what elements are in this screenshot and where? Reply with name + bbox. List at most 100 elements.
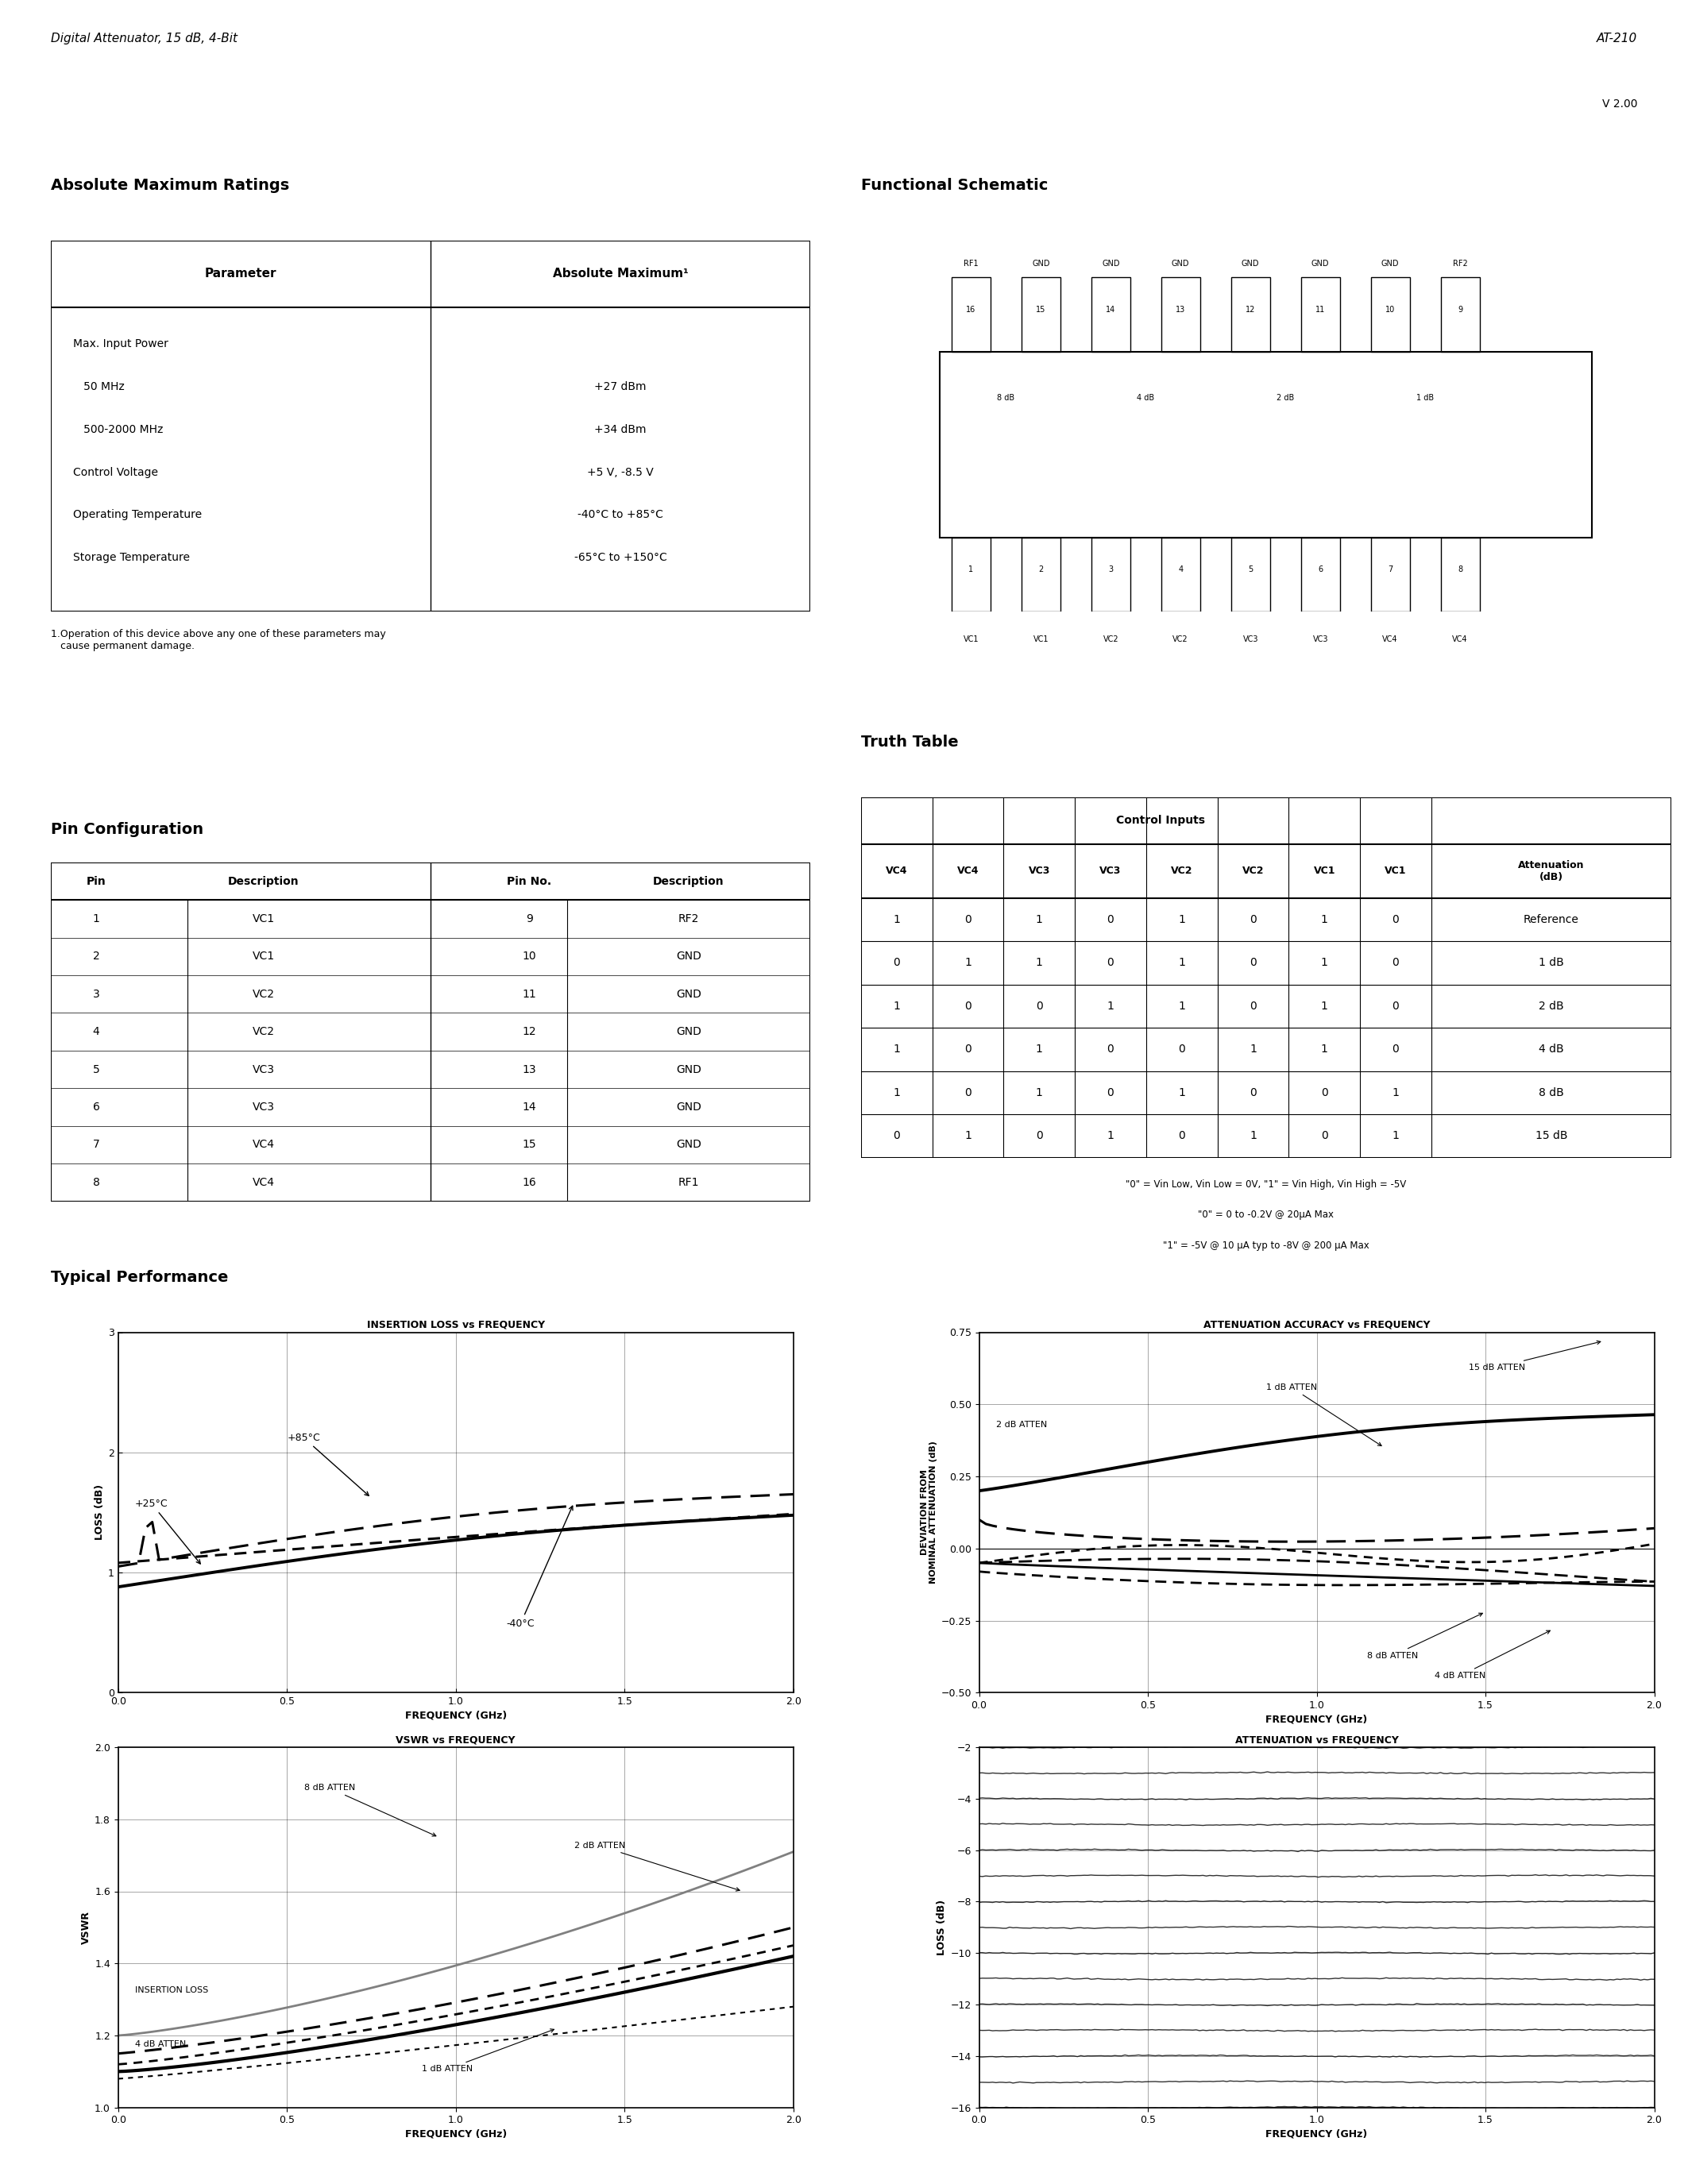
Text: 6: 6 [93, 1101, 100, 1112]
Bar [1161, 537, 1200, 612]
Text: 1: 1 [1036, 957, 1043, 968]
Text: 8 dB ATTEN: 8 dB ATTEN [304, 1784, 436, 1837]
Text: Absolute Maximum Ratings: Absolute Maximum Ratings [51, 179, 289, 192]
Bar [1371, 537, 1409, 612]
Text: Pin Configuration: Pin Configuration [51, 823, 203, 836]
Title: ATTENUATION ACCURACY vs FREQUENCY: ATTENUATION ACCURACY vs FREQUENCY [1204, 1319, 1430, 1330]
Text: 1: 1 [1178, 1000, 1185, 1011]
Text: VC3: VC3 [252, 1064, 275, 1075]
Text: 8 dB: 8 dB [1538, 1088, 1563, 1099]
Text: 0: 0 [1249, 1088, 1256, 1099]
Text: GND: GND [1312, 260, 1328, 266]
Text: 1 dB ATTEN: 1 dB ATTEN [1266, 1382, 1381, 1446]
Text: +85°C: +85°C [287, 1433, 368, 1496]
Text: +34 dBm: +34 dBm [594, 424, 647, 435]
Text: Functional Schematic: Functional Schematic [861, 179, 1048, 192]
Title: INSERTION LOSS vs FREQUENCY: INSERTION LOSS vs FREQUENCY [366, 1319, 545, 1330]
Text: 2 dB ATTEN: 2 dB ATTEN [996, 1422, 1047, 1428]
Bar [1231, 537, 1269, 612]
Y-axis label: LOSS (dB): LOSS (dB) [95, 1485, 105, 1540]
Text: 0: 0 [893, 957, 900, 968]
Text: 0: 0 [1393, 915, 1399, 926]
Text: RF2: RF2 [679, 913, 699, 924]
Bar [1301, 277, 1340, 352]
Text: VC4: VC4 [957, 865, 979, 876]
Text: 1: 1 [964, 1131, 971, 1142]
Text: 11: 11 [1315, 306, 1325, 314]
Bar [1442, 537, 1479, 612]
Text: 15 dB: 15 dB [1534, 1131, 1566, 1142]
Text: GND: GND [1031, 260, 1050, 266]
Bar [1442, 277, 1479, 352]
Text: GND: GND [1102, 260, 1119, 266]
Text: VC3: VC3 [1313, 636, 1328, 644]
Text: 0: 0 [893, 1131, 900, 1142]
Bar [952, 277, 991, 352]
Text: 1: 1 [1178, 915, 1185, 926]
Text: 0: 0 [1178, 1131, 1185, 1142]
Text: 5: 5 [1247, 566, 1252, 574]
Text: "0" = 0 to -0.2V @ 20μA Max: "0" = 0 to -0.2V @ 20μA Max [1198, 1210, 1334, 1221]
Text: VC1: VC1 [1313, 865, 1335, 876]
Text: 0: 0 [1393, 1044, 1399, 1055]
Text: 1: 1 [1249, 1044, 1256, 1055]
Text: 1: 1 [1393, 1088, 1399, 1099]
Text: 1.Operation of this device above any one of these parameters may
   cause perman: 1.Operation of this device above any one… [51, 629, 385, 651]
Text: "1" = -5V @ 10 μA typ to -8V @ 200 μA Max: "1" = -5V @ 10 μA typ to -8V @ 200 μA Ma… [1163, 1241, 1369, 1251]
X-axis label: FREQUENCY (GHz): FREQUENCY (GHz) [405, 2129, 506, 2140]
Text: Pin No.: Pin No. [506, 876, 552, 887]
Text: 1: 1 [1320, 915, 1328, 926]
Text: VC3: VC3 [1242, 636, 1258, 644]
Text: 4 dB: 4 dB [1539, 1044, 1563, 1055]
Text: +25°C: +25°C [135, 1498, 201, 1564]
Text: VC2: VC2 [1171, 865, 1193, 876]
Text: Control Voltage: Control Voltage [74, 467, 159, 478]
Text: 3: 3 [93, 989, 100, 1000]
Text: Typical Performance: Typical Performance [51, 1271, 228, 1284]
Bar [952, 537, 991, 612]
Text: 0: 0 [964, 1088, 971, 1099]
Text: 500-2000 MHz: 500-2000 MHz [74, 424, 164, 435]
Text: 8: 8 [93, 1177, 100, 1188]
Text: 1: 1 [1178, 1088, 1185, 1099]
Text: 14: 14 [522, 1101, 537, 1112]
Text: Truth Table: Truth Table [861, 736, 959, 749]
Text: 15: 15 [1036, 306, 1047, 314]
Text: INSERTION LOSS: INSERTION LOSS [135, 1985, 208, 1994]
Text: 9: 9 [525, 913, 533, 924]
Text: VC4: VC4 [252, 1177, 275, 1188]
Text: 2 dB: 2 dB [1539, 1000, 1563, 1011]
Text: 14: 14 [1106, 306, 1116, 314]
Text: GND: GND [675, 1064, 702, 1075]
Text: VC4: VC4 [886, 865, 908, 876]
Text: 1: 1 [893, 1044, 900, 1055]
Text: 1: 1 [1320, 957, 1328, 968]
Y-axis label: DEVIATION FROM
NOMINAL ATTENUATION (dB): DEVIATION FROM NOMINAL ATTENUATION (dB) [920, 1441, 937, 1583]
Text: 2 dB ATTEN: 2 dB ATTEN [574, 1841, 739, 1891]
Text: 15: 15 [522, 1140, 537, 1151]
Text: Operating Temperature: Operating Temperature [74, 509, 203, 520]
Text: GND: GND [675, 1026, 702, 1037]
Bar [1090, 277, 1131, 352]
Text: Description: Description [653, 876, 724, 887]
Text: 1: 1 [1036, 915, 1043, 926]
Text: 1: 1 [893, 1000, 900, 1011]
Text: AT-210: AT-210 [1597, 33, 1637, 44]
Text: 1: 1 [1036, 1044, 1043, 1055]
Text: VC4: VC4 [1382, 636, 1398, 644]
Text: Pin: Pin [86, 876, 106, 887]
Text: 0: 0 [1178, 1044, 1185, 1055]
Text: 1: 1 [1107, 1000, 1114, 1011]
Text: 1: 1 [1320, 1000, 1328, 1011]
Text: 0: 0 [964, 1000, 971, 1011]
Bar [1371, 277, 1409, 352]
Text: 1: 1 [1320, 1044, 1328, 1055]
Text: 4: 4 [1178, 566, 1183, 574]
Text: Storage Temperature: Storage Temperature [74, 553, 191, 563]
Text: 3: 3 [1109, 566, 1112, 574]
Text: GND: GND [1242, 260, 1259, 266]
Text: 1 dB ATTEN: 1 dB ATTEN [422, 2029, 554, 2073]
Text: 0: 0 [1107, 915, 1114, 926]
Text: RF2: RF2 [1453, 260, 1467, 266]
Text: 13: 13 [1177, 306, 1185, 314]
